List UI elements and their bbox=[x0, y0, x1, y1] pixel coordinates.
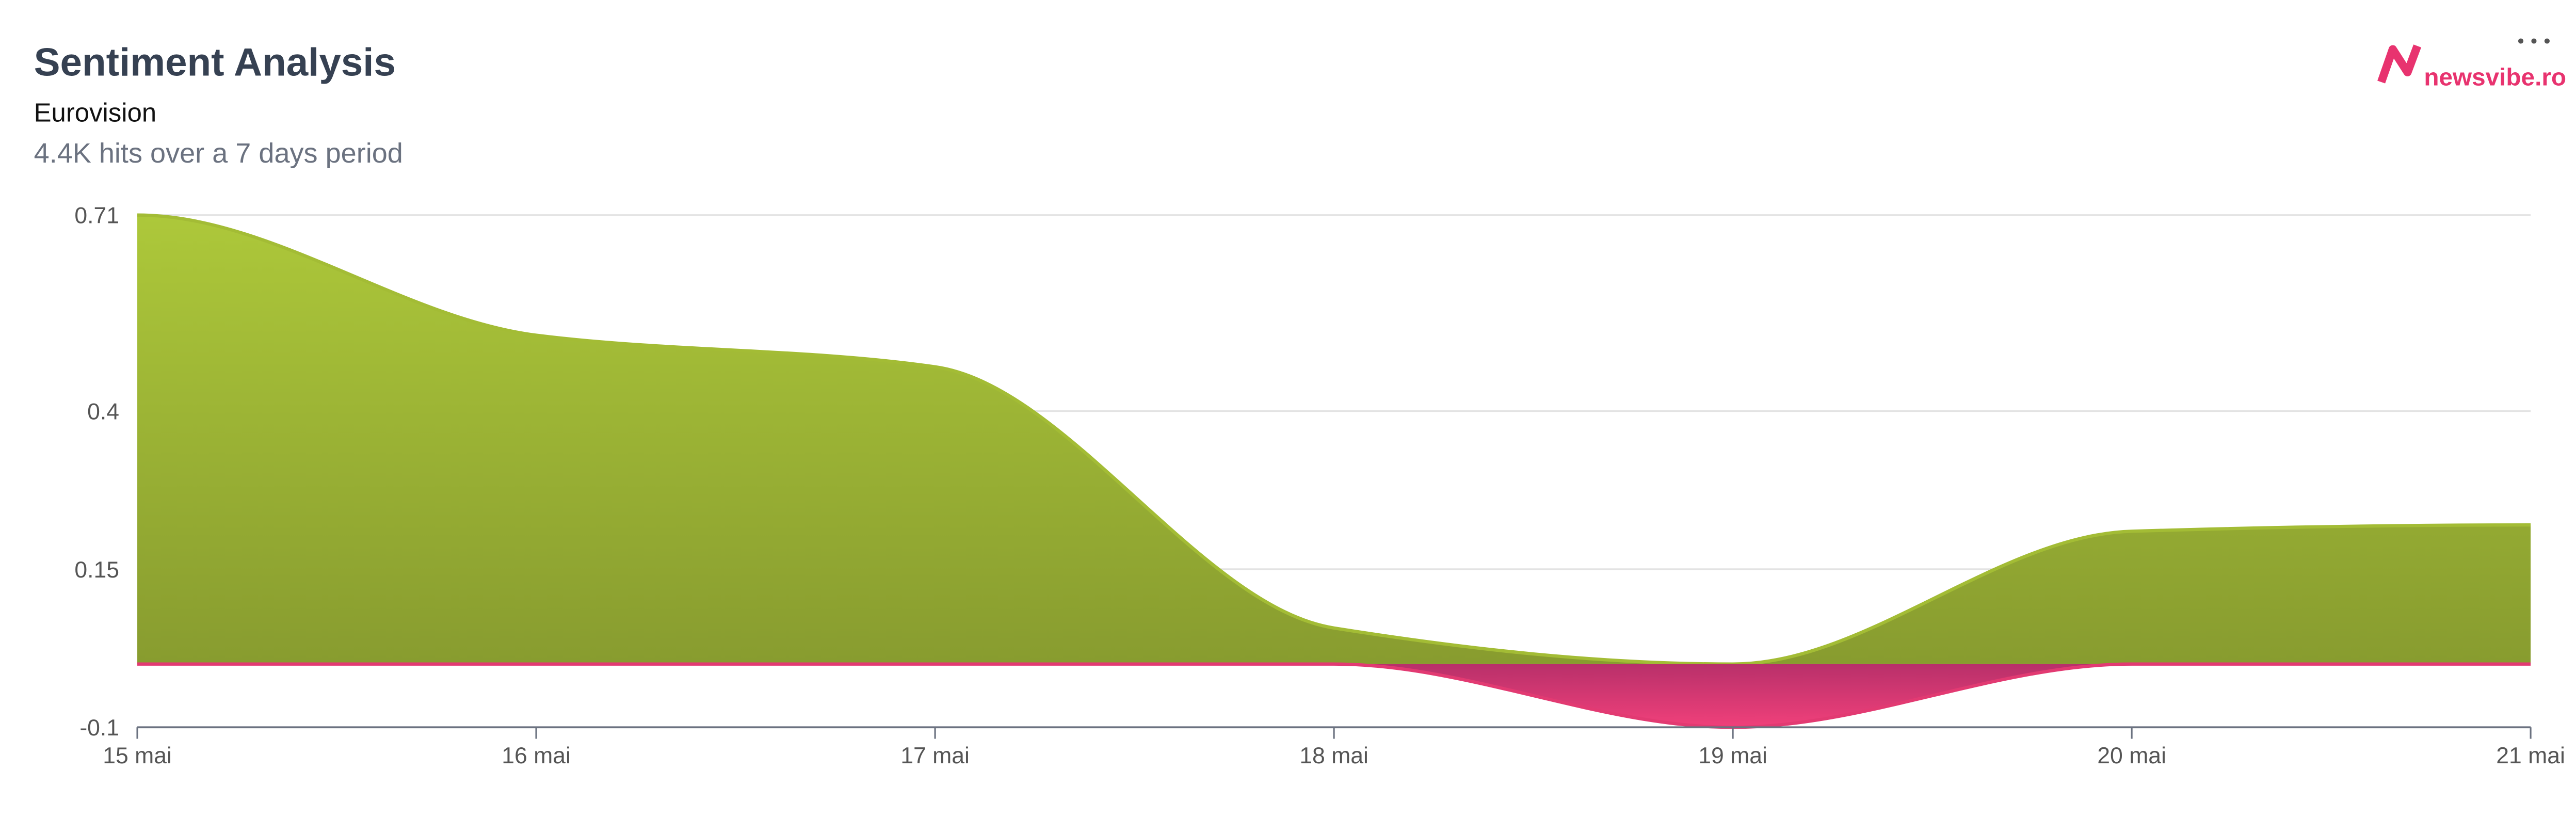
series-line bbox=[137, 213, 2531, 666]
y-tick-label: 0.71 bbox=[74, 203, 119, 229]
x-tick-label: 20 mai bbox=[2097, 743, 2166, 768]
y-tick-label: -0.1 bbox=[79, 715, 119, 741]
menu-button[interactable] bbox=[2518, 38, 2550, 44]
y-tick-label: 0.4 bbox=[87, 399, 119, 424]
x-tick-label: 16 mai bbox=[502, 743, 571, 768]
logo-icon bbox=[2377, 44, 2422, 84]
series-line bbox=[137, 662, 2531, 729]
x-tick-label: 19 mai bbox=[1698, 743, 1767, 768]
x-tick-label: 17 mai bbox=[900, 743, 970, 768]
chart-caption: 4.4K hits over a 7 days period bbox=[34, 138, 403, 169]
x-tick-label: 21 mai bbox=[2496, 743, 2565, 768]
chart-title: Sentiment Analysis bbox=[34, 40, 396, 84]
brand-logo: newsvibe.ro bbox=[2377, 44, 2566, 91]
series-area bbox=[137, 215, 2531, 664]
x-tick-label: 15 mai bbox=[103, 743, 172, 768]
x-tick-label: 18 mai bbox=[1299, 743, 1369, 768]
y-tick-label: 0.15 bbox=[74, 557, 119, 583]
brand-name: newsvibe.ro bbox=[2424, 63, 2566, 91]
series-area bbox=[137, 664, 2531, 728]
chart-subtitle: Eurovision bbox=[34, 98, 157, 127]
